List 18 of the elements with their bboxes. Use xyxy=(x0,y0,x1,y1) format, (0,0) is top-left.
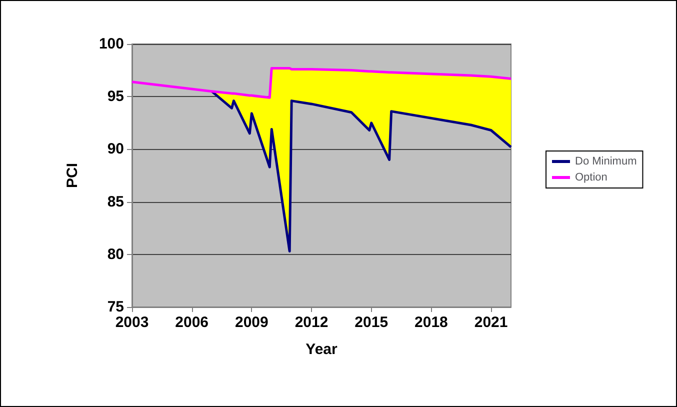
x-tick-label: 2015 xyxy=(354,314,388,331)
x-axis-title: Year xyxy=(306,341,338,358)
line-series xyxy=(130,66,512,99)
y-tick-label: 100 xyxy=(98,36,124,52)
y-tick-label: 95 xyxy=(107,88,124,106)
legend-label: Do Minimum xyxy=(575,156,637,168)
x-tick-label: 2021 xyxy=(474,314,508,331)
y-tick-label: 85 xyxy=(107,193,124,210)
legend-label: Option xyxy=(575,172,608,184)
x-tick-label: 2006 xyxy=(175,314,209,331)
y-tick-label: 80 xyxy=(107,246,124,263)
x-tick-label: 2003 xyxy=(115,314,149,331)
x-tick-label: 2018 xyxy=(414,314,448,331)
y-tick-label: 90 xyxy=(107,140,124,158)
x-tick-label: 2009 xyxy=(234,314,268,331)
y-axis-title: PCI xyxy=(64,162,81,188)
y-tick-label: 75 xyxy=(107,298,124,316)
x-tick-label: 2012 xyxy=(294,314,328,331)
